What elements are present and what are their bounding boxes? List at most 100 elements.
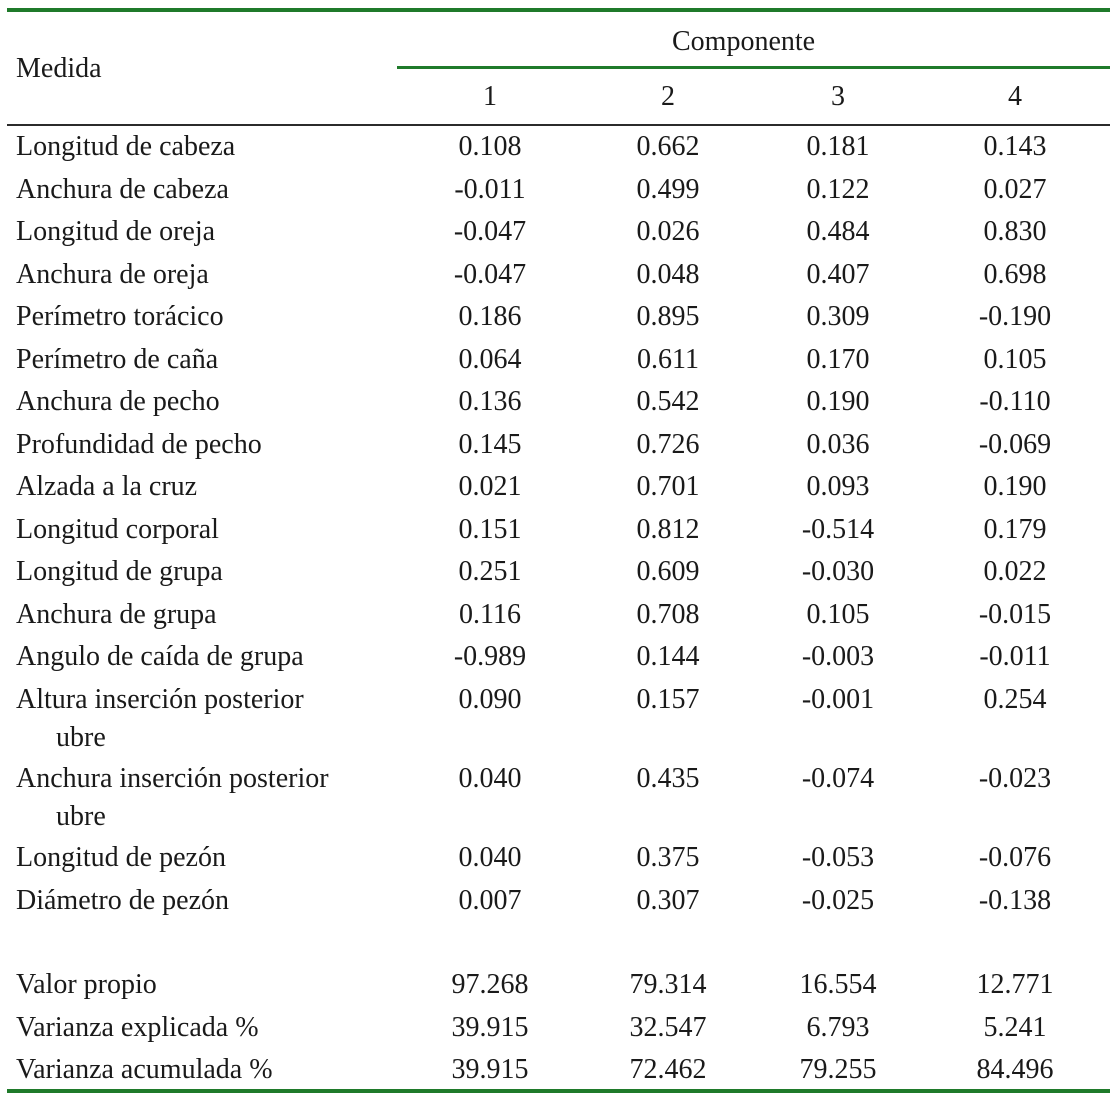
column-header-2: 2 (661, 81, 675, 112)
row-label: Longitud de oreja (16, 216, 216, 247)
row-label: Anchura de oreja (16, 259, 209, 290)
table-cell: 0.181 (806, 131, 870, 162)
table-cell: 0.812 (636, 514, 700, 545)
table-cell: 0.726 (636, 429, 700, 460)
table-cell: 79.314 (629, 969, 707, 1000)
table-cell: 0.190 (983, 471, 1047, 502)
table-cell: 72.462 (629, 1054, 707, 1085)
table-cell: 0.407 (806, 259, 870, 290)
table-bottom-rule (7, 1089, 1110, 1093)
row-label: Profundidad de pecho (16, 429, 262, 460)
column-header-4: 4 (1008, 81, 1022, 112)
table-cell: -0.011 (454, 174, 526, 205)
table-cell: 0.040 (458, 842, 522, 873)
table-cell: 39.915 (451, 1054, 529, 1085)
table-cell: 0.435 (636, 763, 700, 794)
table-cell: 0.143 (983, 131, 1047, 162)
table-cell: -0.001 (801, 684, 875, 715)
row-label: Longitud de cabeza (16, 131, 236, 162)
table-cell: 0.136 (458, 386, 522, 417)
row-label: Longitud corporal (16, 514, 219, 545)
table-cell: -0.011 (979, 641, 1051, 672)
table-cell: 0.484 (806, 216, 870, 247)
table-cell: 0.251 (458, 556, 522, 587)
row-label-continuation: ubre (56, 722, 106, 753)
table-cell: -0.030 (801, 556, 875, 587)
table-cell: 0.170 (806, 344, 870, 375)
row-label: Varianza acumulada % (16, 1054, 273, 1085)
table-cell: -0.047 (453, 259, 527, 290)
row-label-continuation: ubre (56, 801, 106, 832)
table-cell: 0.036 (806, 429, 870, 460)
row-header-label: Medida (16, 53, 102, 84)
table-cell: 5.241 (983, 1012, 1047, 1043)
table-top-rule (7, 8, 1110, 12)
table-cell: 0.090 (458, 684, 522, 715)
table-cell: 0.611 (637, 344, 699, 375)
table-cell: 0.105 (983, 344, 1047, 375)
row-label: Anchura de pecho (16, 386, 220, 417)
table-cell: 0.022 (983, 556, 1047, 587)
table-cell: 0.895 (636, 301, 700, 332)
table-cell: -0.190 (978, 301, 1052, 332)
table-cell: 0.662 (636, 131, 700, 162)
table-cell: 0.499 (636, 174, 700, 205)
row-label: Angulo de caída de grupa (16, 641, 304, 672)
table-cell: 0.007 (458, 885, 522, 916)
table-cell: 0.064 (458, 344, 522, 375)
table-cell: 0.116 (459, 599, 521, 630)
table-cell: 0.040 (458, 763, 522, 794)
table-cell: 16.554 (799, 969, 877, 1000)
row-label: Anchura de grupa (16, 599, 217, 630)
table-cell: 0.307 (636, 885, 700, 916)
column-header-1: 1 (483, 81, 497, 112)
table-cell: 0.190 (806, 386, 870, 417)
table-cell: 0.830 (983, 216, 1047, 247)
row-label: Longitud de grupa (16, 556, 223, 587)
table-cell: -0.047 (453, 216, 527, 247)
table-cell: 0.151 (458, 514, 522, 545)
table-cell: 0.157 (636, 684, 700, 715)
row-label: Longitud de pezón (16, 842, 226, 873)
table-cell: 0.698 (983, 259, 1047, 290)
table-cell: 12.771 (976, 969, 1054, 1000)
table-cell: 0.701 (636, 471, 700, 502)
table-cell: 0.144 (636, 641, 700, 672)
table-cell: 0.093 (806, 471, 870, 502)
table-cell: -0.138 (978, 885, 1052, 916)
table-cell: -0.069 (978, 429, 1052, 460)
row-label: Varianza explicada % (16, 1012, 259, 1043)
table-cell: -0.023 (978, 763, 1052, 794)
table-cell: 0.542 (636, 386, 700, 417)
table-cell: 0.105 (806, 599, 870, 630)
table-cell: 0.186 (458, 301, 522, 332)
row-label: Anchura de cabeza (16, 174, 229, 205)
table-cell: -0.025 (801, 885, 875, 916)
table-cell: 0.375 (636, 842, 700, 873)
table-cell: -0.514 (801, 514, 875, 545)
table-cell: 0.026 (636, 216, 700, 247)
row-label: Diámetro de pezón (16, 885, 230, 916)
component-group-rule (397, 66, 1110, 69)
column-group-label: Componente (672, 26, 816, 57)
row-label: Valor propio (16, 969, 157, 1000)
table-cell: 0.108 (458, 131, 522, 162)
table-cell: 39.915 (451, 1012, 529, 1043)
row-label: Altura inserción posterior (16, 684, 304, 715)
table-cell: 0.609 (636, 556, 700, 587)
table-cell: 84.496 (976, 1054, 1054, 1085)
header-separator-rule (7, 124, 1110, 126)
table-cell: 6.793 (806, 1012, 870, 1043)
table-cell: 0.254 (983, 684, 1047, 715)
table-cell: 0.145 (458, 429, 522, 460)
row-label: Anchura inserción posterior (16, 763, 329, 794)
column-header-3: 3 (831, 81, 845, 112)
row-label: Perímetro torácico (16, 301, 224, 332)
table-cell: 0.021 (458, 471, 522, 502)
table-cell: 0.027 (983, 174, 1047, 205)
table-cell: -0.074 (801, 763, 875, 794)
table-cell: -0.015 (978, 599, 1052, 630)
table-cell: 32.547 (629, 1012, 707, 1043)
table-cell: 79.255 (799, 1054, 877, 1085)
table-cell: -0.989 (453, 641, 527, 672)
